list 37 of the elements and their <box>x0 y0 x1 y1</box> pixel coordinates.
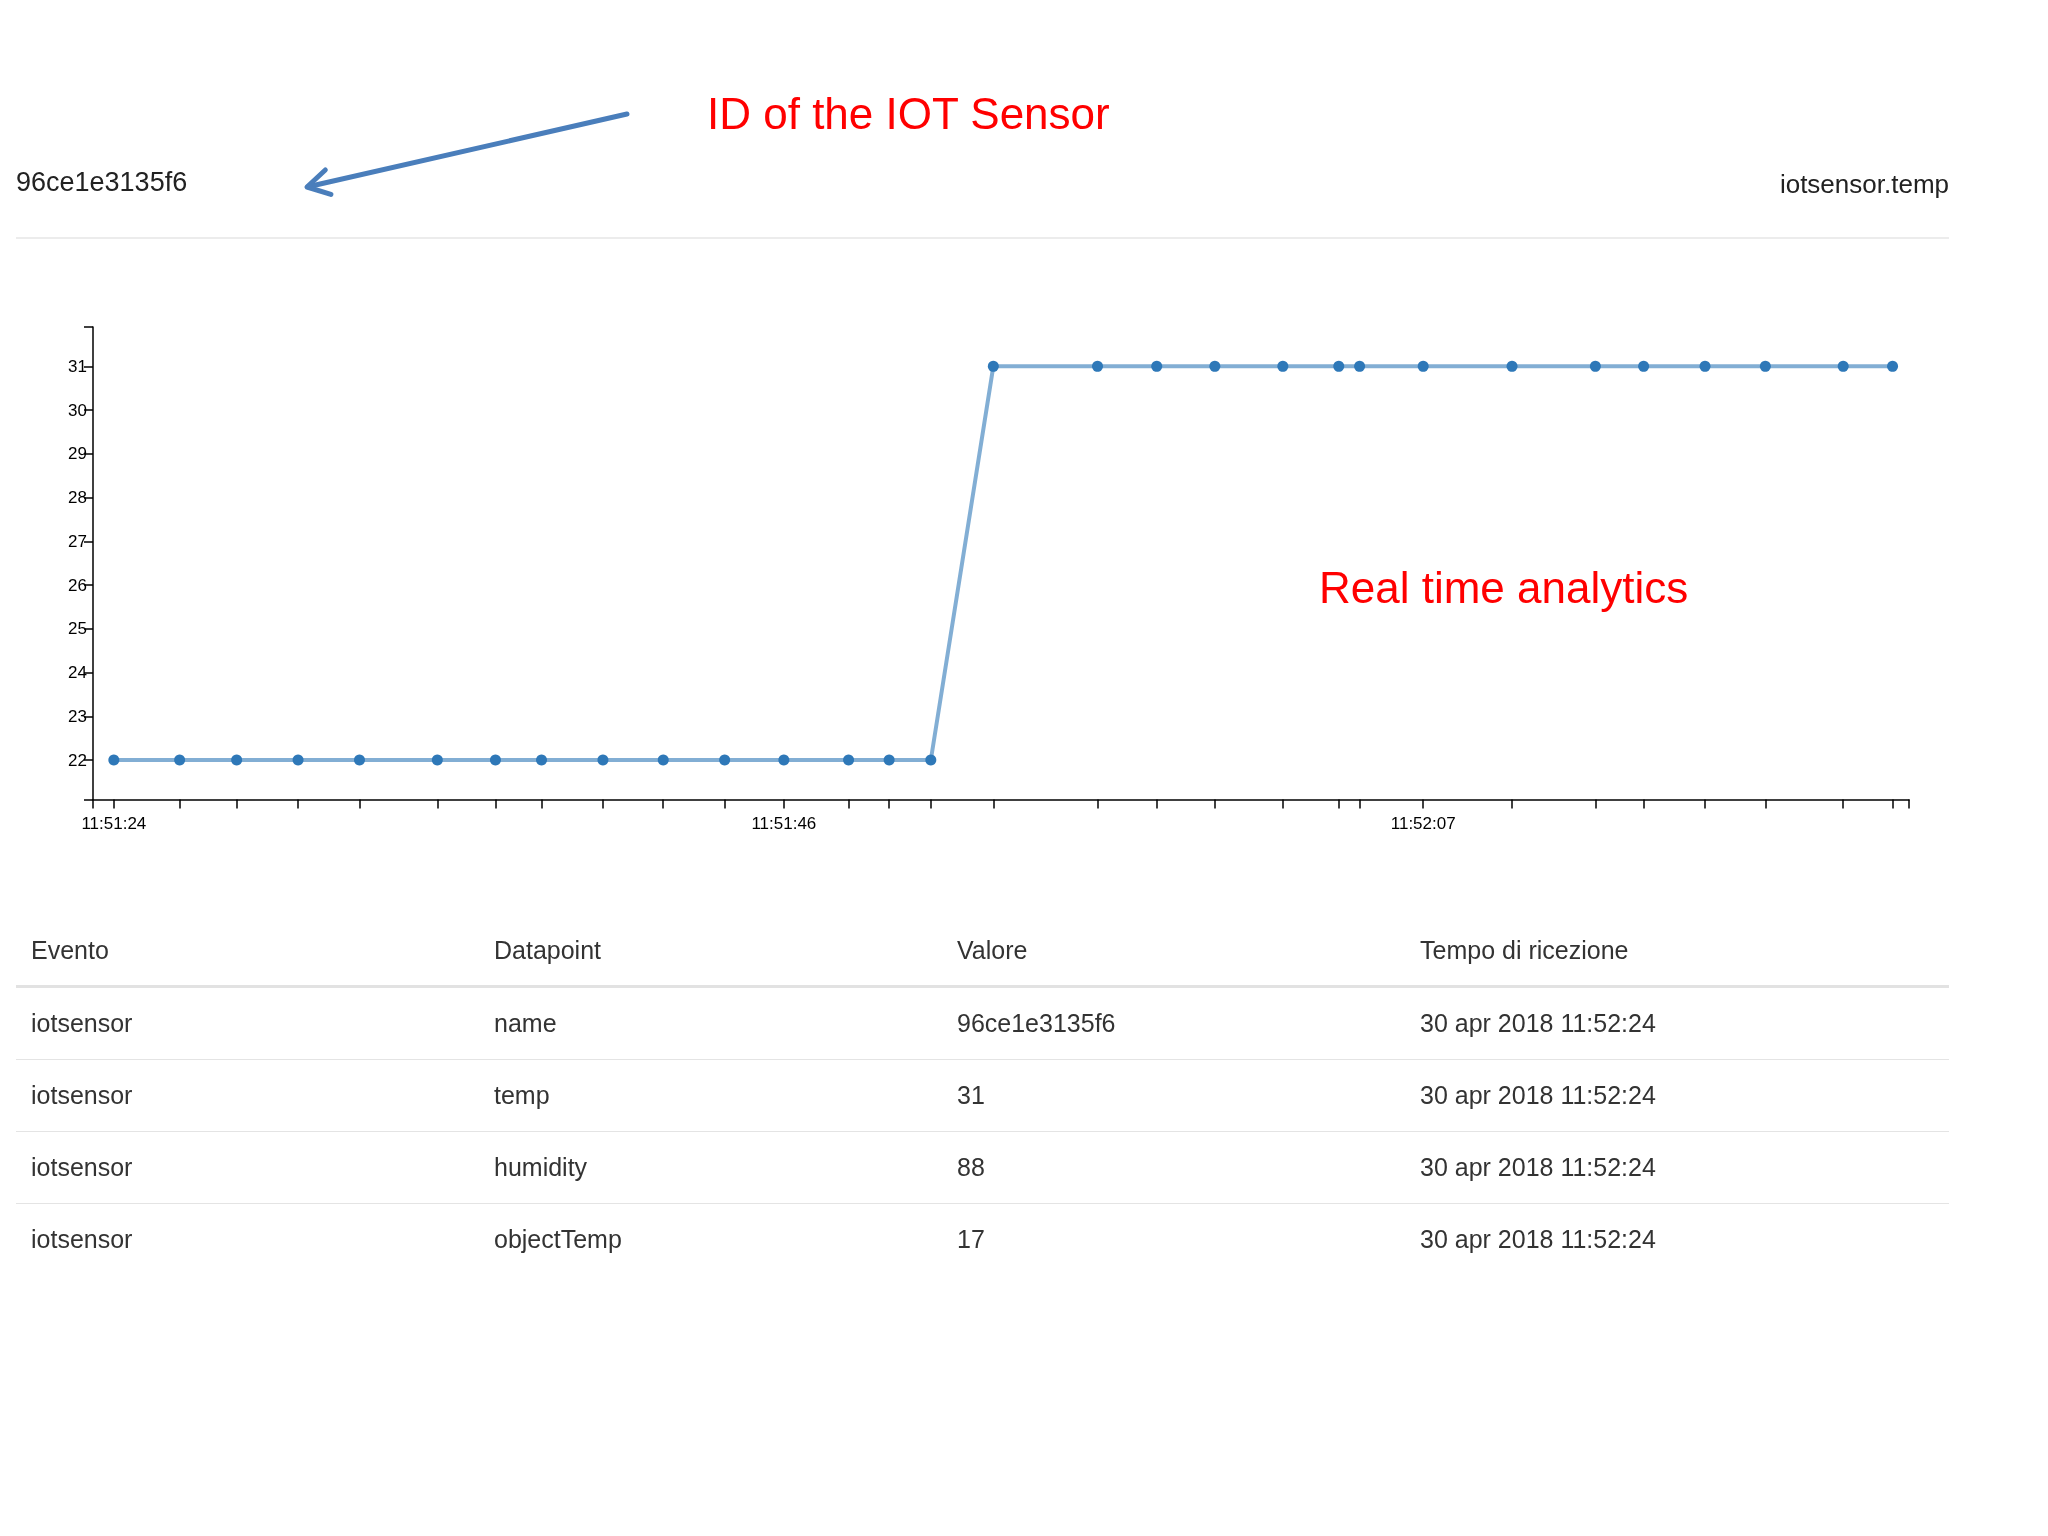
text: 96ce1e3135f6 <box>957 1009 1116 1037</box>
text: 30 apr 2018 11:52:24 <box>1420 1225 1656 1253</box>
y-tick-label: 27 <box>68 531 87 551</box>
chart-subtitle: iotsensor.temp <box>1779 168 1949 200</box>
text: temp <box>494 1081 550 1109</box>
text: humidity <box>494 1153 588 1181</box>
text: iotsensor <box>31 1225 133 1253</box>
category-label: Evento <box>30 934 110 966</box>
text: iotsensor <box>31 1153 133 1181</box>
y-tick-label: 24 <box>68 663 87 683</box>
x-tick-label: 11:51:46 <box>751 814 817 834</box>
text: 31 <box>957 1081 985 1109</box>
x-tick-label: 11:52:07 <box>1390 814 1456 834</box>
y-tick-label: 30 <box>68 400 87 420</box>
text: 30 apr 2018 11:52:24 <box>1420 1153 1656 1181</box>
text: 30 apr 2018 11:52:24 <box>1420 1009 1656 1037</box>
text: iotsensor <box>31 1009 133 1037</box>
text: iotsensor <box>31 1081 133 1109</box>
y-tick-label: 28 <box>68 488 87 508</box>
y-tick-label: 29 <box>68 444 87 464</box>
category-label: Datapoint <box>493 934 603 966</box>
text: 17 <box>957 1225 985 1253</box>
text: objectTemp <box>494 1225 622 1253</box>
text: 88 <box>957 1153 985 1181</box>
text: ID of the IOT Sensor <box>707 89 1110 139</box>
y-tick-label: 26 <box>68 575 87 595</box>
y-tick-label: 25 <box>68 619 87 639</box>
category-label: Tempo di ricezione <box>1419 934 1630 966</box>
annotation: Real time analytics <box>1319 563 1689 613</box>
category-label: Valore <box>956 934 1029 966</box>
text: name <box>494 1009 557 1037</box>
chart-title: 96ce1e3135f6 <box>16 166 188 198</box>
text: 30 apr 2018 11:52:24 <box>1420 1081 1656 1109</box>
y-tick-label: 31 <box>68 356 87 376</box>
y-tick-label: 22 <box>68 750 87 770</box>
y-tick-label: 23 <box>68 706 87 726</box>
x-tick-label: 11:51:24 <box>81 814 147 834</box>
